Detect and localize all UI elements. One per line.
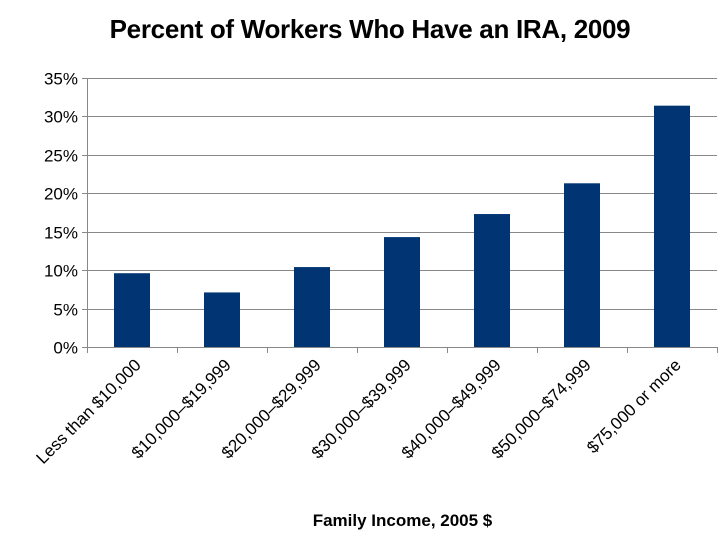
- x-tick-label: $50,000–$74,999: [488, 355, 595, 462]
- x-tick-label: Less than $10,000: [32, 355, 144, 467]
- y-tick-labels: 0% 5% 10% 15% 20% 25% 30% 35%: [44, 70, 78, 358]
- axes: [82, 78, 718, 353]
- y-tick-label: 30%: [44, 108, 78, 127]
- chart-title: Percent of Workers Who Have an IRA, 2009: [109, 14, 631, 44]
- x-tick-label: $30,000–$39,999: [308, 355, 415, 462]
- bar: [654, 105, 690, 347]
- y-tick-label: 20%: [44, 185, 78, 204]
- y-tick-label: 5%: [53, 301, 78, 320]
- x-tick-labels: Less than $10,000$10,000–$19,999$20,000–…: [32, 355, 684, 467]
- x-tick-label: $40,000–$49,999: [398, 355, 505, 462]
- bar: [474, 214, 510, 347]
- bar: [114, 273, 150, 347]
- x-tick-label: $10,000–$19,999: [128, 355, 235, 462]
- y-tick-label: 0%: [53, 339, 78, 358]
- x-tick-label: $20,000–$29,999: [218, 355, 325, 462]
- y-tick-label: 15%: [44, 224, 78, 243]
- bar: [564, 183, 600, 347]
- y-tick-label: 10%: [44, 262, 78, 281]
- bars: [114, 105, 690, 347]
- x-tick-label: $75,000 or more: [583, 355, 685, 457]
- y-tick-label: 25%: [44, 147, 78, 166]
- bar: [384, 237, 420, 347]
- y-tick-label: 35%: [44, 70, 78, 89]
- bar: [294, 267, 330, 347]
- bar: [204, 292, 240, 347]
- x-axis-title: Family Income, 2005 $: [312, 511, 493, 530]
